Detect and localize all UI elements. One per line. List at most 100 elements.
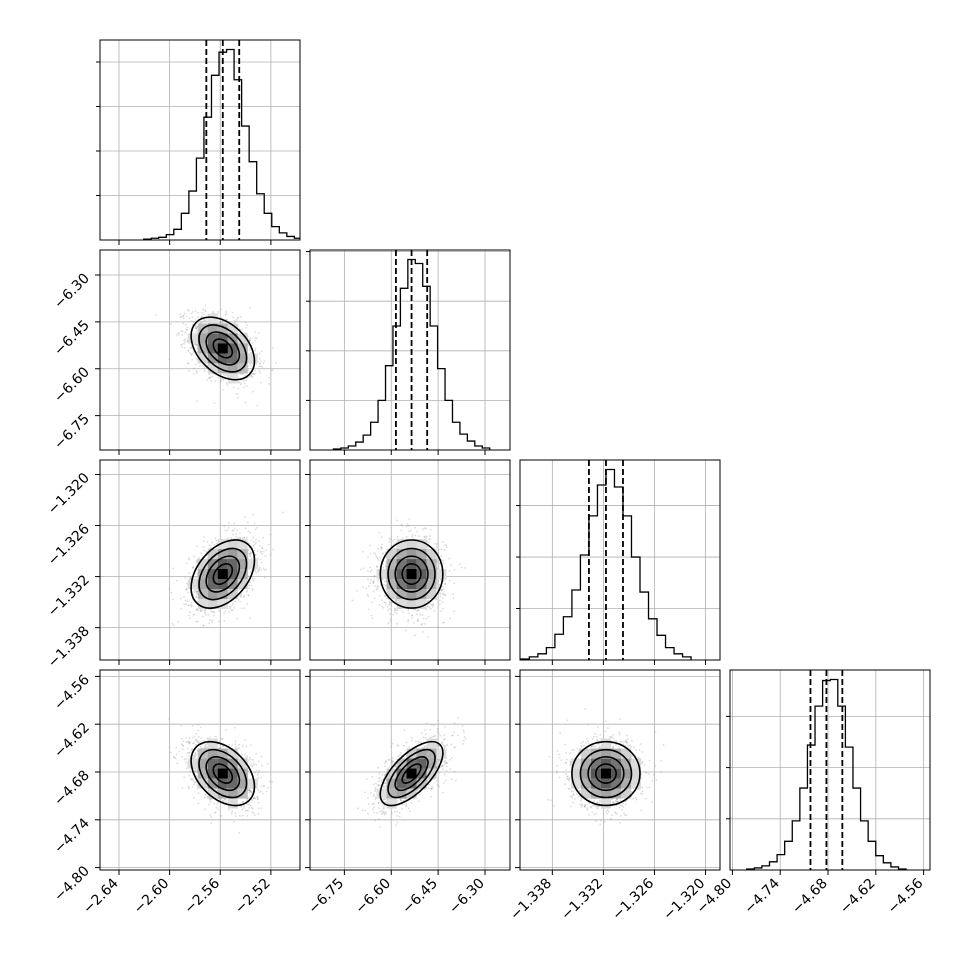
density-cell (376, 569, 387, 580)
scatter-point (381, 605, 384, 608)
scatter-point (208, 377, 211, 379)
scatter-point (244, 374, 246, 377)
scatter-point (192, 372, 195, 375)
y-tick-label: −6.60 (51, 364, 93, 406)
scatter-point (444, 544, 446, 546)
scatter-point (199, 608, 202, 611)
scatter-point (247, 530, 250, 533)
scatter-point (268, 382, 271, 385)
scatter-point (414, 634, 416, 637)
scatter-point (460, 566, 463, 569)
scatter-point (180, 330, 182, 333)
density-cell (197, 589, 208, 600)
scatter-point (236, 617, 239, 620)
y-tick-label: −1.338 (45, 623, 93, 671)
scatter-point (258, 369, 261, 372)
scatter-point (214, 380, 217, 382)
scatter-point (234, 319, 237, 322)
scatter-point (205, 746, 208, 749)
scatter-point (185, 562, 188, 565)
scatter-point (249, 337, 252, 340)
scatter-point (422, 528, 424, 531)
scatter-point (404, 629, 407, 632)
scatter-point (411, 614, 414, 617)
density-cell (237, 549, 248, 560)
scatter-point (436, 546, 439, 549)
scatter-point (224, 529, 227, 532)
scatter-point (195, 596, 198, 599)
density-cell (227, 373, 238, 384)
scatter-point (438, 565, 440, 568)
scatter-point (232, 316, 234, 319)
scatter-point (183, 339, 186, 342)
scatter-point (210, 376, 212, 378)
scatter-point (253, 543, 256, 546)
scatter-point (192, 613, 195, 616)
scatter-point (424, 537, 427, 540)
scatter-point (249, 531, 251, 534)
scatter-point (209, 801, 212, 803)
scatter-point (171, 567, 174, 570)
scatter-point (436, 567, 439, 570)
scatter-point (433, 609, 436, 612)
scatter-point (191, 604, 193, 607)
scatter-point (184, 340, 186, 343)
density-cell (396, 559, 407, 570)
scatter-point (267, 376, 270, 379)
scatter-point (407, 609, 410, 611)
scatter-point (247, 549, 250, 552)
scatter-point (194, 343, 196, 346)
scatter-point (441, 541, 444, 544)
scatter-point (188, 369, 190, 372)
scatter-point (378, 531, 381, 534)
scatter-point (445, 546, 448, 549)
scatter-point (185, 328, 188, 331)
scatter-point (195, 372, 198, 374)
scatter-point (383, 595, 386, 598)
density-cell (217, 539, 228, 550)
scatter-point (249, 306, 252, 309)
scatter-point (250, 763, 253, 766)
scatter-point (195, 590, 198, 593)
scatter-point (429, 603, 432, 605)
scatter-point (442, 580, 445, 582)
scatter-point (389, 618, 392, 621)
scatter-point (183, 312, 186, 315)
scatter-point (200, 321, 203, 324)
scatter-point (194, 327, 197, 330)
scatter-point (444, 583, 446, 585)
scatter-point (254, 569, 257, 572)
scatter-point (379, 556, 382, 559)
scatter-point (189, 352, 192, 354)
scatter-point (426, 545, 429, 548)
scatter-point (368, 585, 370, 587)
scatter-point (236, 317, 239, 319)
scatter-point (439, 595, 442, 598)
scatter-point (258, 567, 261, 570)
scatter-point (234, 745, 237, 748)
scatter-point (416, 530, 418, 533)
density-cell (227, 343, 238, 354)
scatter-point (221, 388, 224, 391)
scatter-point (239, 601, 242, 603)
scatter-point (251, 577, 254, 580)
scatter-point (254, 347, 257, 350)
scatter-point (370, 614, 373, 617)
scatter-point (208, 373, 211, 376)
scatter-point (438, 591, 441, 594)
scatter-point (282, 511, 284, 514)
scatter-point (251, 372, 254, 375)
scatter-point (417, 609, 420, 612)
scatter-point (251, 376, 254, 378)
scatter-point (248, 553, 251, 555)
scatter-point (223, 525, 226, 528)
scatter-point (252, 372, 255, 375)
scatter-point (423, 527, 426, 530)
scatter-point (231, 529, 234, 532)
scatter-point (232, 386, 235, 389)
scatter-point (197, 620, 199, 623)
scatter-point (180, 607, 183, 610)
scatter-point (215, 539, 218, 542)
scatter-point (249, 617, 252, 620)
scatter-point (190, 354, 193, 357)
